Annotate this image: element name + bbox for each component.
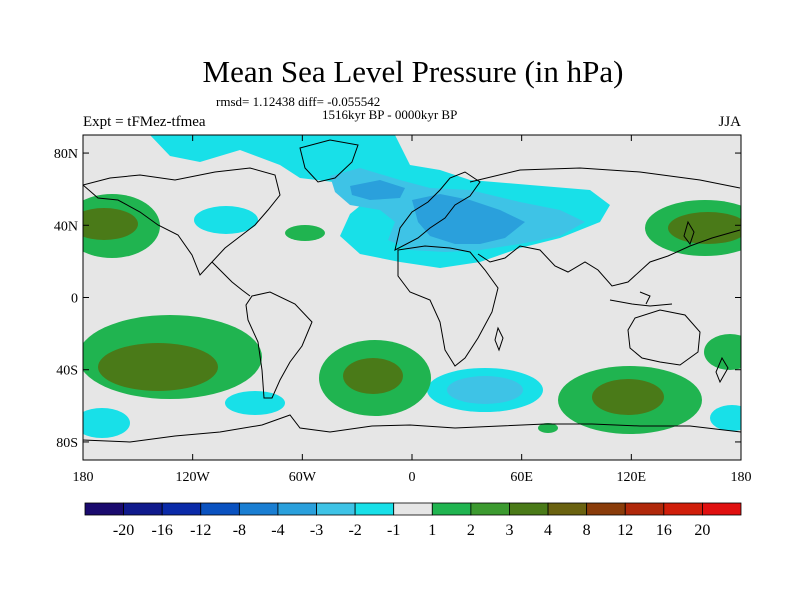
colorbar-label: 20 [694, 522, 710, 539]
colorbar-box [277, 502, 317, 516]
stats-line: rmsd= 1.12438 diff= -0.055542 [216, 94, 380, 109]
anomaly-north-pacific-west-core [668, 212, 741, 244]
colorbar-box [84, 502, 124, 516]
colorbar-label: 16 [656, 522, 672, 539]
colorbar-box [238, 502, 279, 516]
colorbar-label: -12 [190, 522, 211, 539]
colorbar-label: -3 [310, 522, 323, 539]
colorbar-label: 12 [617, 522, 633, 539]
coast-antarctica [83, 414, 741, 443]
anomaly-south-atlantic-core [343, 358, 403, 394]
colorbar-label: 1 [428, 522, 436, 539]
colorbar-label: -4 [271, 522, 284, 539]
anomaly-south-indian-core [592, 379, 664, 415]
anomaly-europe-core [412, 194, 525, 244]
colorbar-label: 2 [467, 522, 475, 539]
colorbar-box [393, 502, 433, 516]
colorbar-label: 8 [583, 522, 591, 539]
anomaly-south-indian-tail [538, 423, 558, 433]
colorbar-box [509, 502, 549, 516]
colorbar-box [547, 502, 588, 516]
colorbar-box [663, 502, 703, 516]
experiment-label: Expt = tFMez-tfmea [83, 114, 206, 130]
colorbar-box [123, 502, 163, 516]
x-axis: 180 120W 60W 0 60E 120E 180 [73, 135, 752, 485]
y-axis: 80N 40N 0 40S 80S [54, 147, 741, 451]
y-tick-label: 0 [71, 292, 78, 307]
colorbar-label: -8 [233, 522, 246, 539]
coast-central-america [211, 261, 251, 297]
y-tick-label: 80S [56, 436, 78, 451]
anomaly-arctic-scandinavia [350, 180, 405, 200]
y-tick-label: 40S [56, 364, 78, 379]
colorbar-box [200, 502, 240, 516]
anomaly-south-pacific-west [83, 408, 130, 438]
anomaly-north-pacific-east-core [83, 208, 138, 240]
colorbar-box [161, 502, 202, 516]
period-line: 1516kyr BP - 0000kyr BP [322, 107, 457, 122]
coast-japan [683, 220, 695, 246]
x-tick-label: 120E [617, 470, 647, 485]
x-tick-label: 180 [73, 470, 94, 485]
colorbar-box [354, 502, 395, 516]
coast-africa [397, 245, 499, 367]
coast-europe [394, 171, 481, 251]
season-label: JJA [718, 114, 741, 130]
colorbar-box [470, 502, 510, 516]
y-tick-label: 40N [54, 219, 78, 234]
coast-madagascar [494, 326, 504, 352]
anomaly-field [83, 135, 741, 443]
colorbar-box [702, 502, 742, 516]
y-tick-label: 80N [54, 147, 78, 162]
colorbar-box [431, 502, 472, 516]
chart-title: Mean Sea Level Pressure (in hPa) [203, 54, 624, 89]
colorbar-label: 4 [544, 522, 552, 539]
colorbar-label: -2 [348, 522, 361, 539]
anomaly-drake-passage [225, 391, 285, 415]
colorbar-label: 3 [505, 522, 513, 539]
coast-asia [469, 167, 741, 287]
anomaly-southern-indian-core [447, 376, 523, 404]
coastlines [83, 139, 741, 443]
anomaly-south-pacific-core [98, 343, 218, 391]
x-tick-label: 60E [510, 470, 533, 485]
coast-south-america [245, 291, 313, 399]
x-tick-label: 120W [176, 470, 211, 485]
colorbar-label: -1 [387, 522, 400, 539]
x-tick-label: 60W [289, 470, 317, 485]
anomaly-south-pacific-east [710, 405, 741, 431]
anomaly-north-atlantic [285, 225, 325, 241]
coast-australia [627, 309, 701, 366]
anomaly-southeast-pacific [704, 334, 741, 370]
x-tick-label: 180 [731, 470, 752, 485]
coast-greenland [299, 139, 359, 183]
colorbar-box [624, 502, 665, 516]
anomaly-west-atlantic [194, 206, 258, 234]
colorbar-box [316, 502, 356, 516]
colorbar-box [586, 502, 626, 516]
colorbar-label: -20 [113, 522, 134, 539]
coast-new-zealand [715, 356, 729, 384]
colorbar-label: -16 [152, 522, 173, 539]
x-tick-label: 0 [409, 470, 416, 485]
coast-north-america [83, 167, 281, 276]
colorbar: -20 -16 -12 -8 -4 -3 -2 -1 1 2 3 4 8 12 16 20 [84, 502, 742, 539]
coast-indonesia [609, 291, 673, 307]
